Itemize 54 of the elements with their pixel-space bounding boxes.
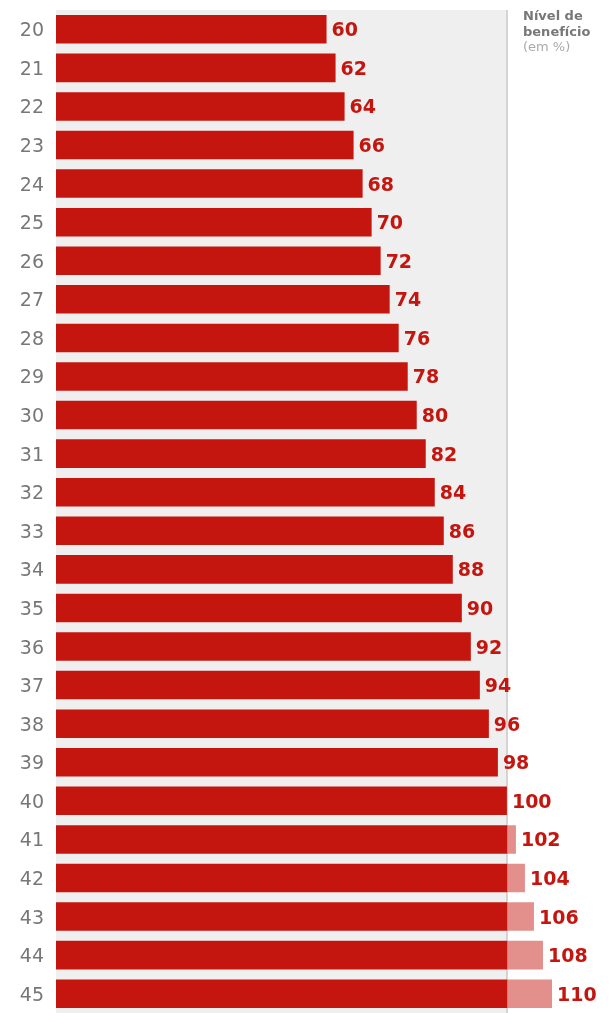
y-tick-label: 22: [19, 95, 44, 118]
y-tick-label: 40: [19, 789, 44, 812]
data-label: 76: [403, 326, 431, 349]
data-label: 88: [457, 558, 485, 581]
y-tick-label: 41: [19, 828, 44, 851]
data-label: 98: [502, 751, 530, 774]
text: (em %): [523, 39, 571, 54]
data-label: 96: [493, 712, 521, 735]
y-tick-label: 21: [19, 56, 44, 79]
data-label: 60: [331, 18, 358, 41]
data-label: 66: [358, 134, 386, 157]
data-label: 90: [466, 596, 494, 619]
y-tick-label: 23: [19, 134, 44, 157]
y-tick-label: 43: [19, 905, 44, 928]
data-label: 72: [385, 249, 413, 272]
y-tick-label: 37: [19, 674, 44, 697]
y-tick-label: 35: [19, 596, 44, 619]
y-tick-label: 29: [19, 365, 44, 388]
chart-title: Nível de benefício: [523, 7, 591, 39]
data-label: 64: [349, 95, 377, 118]
y-tick-label: 27: [19, 288, 44, 311]
data-label: 92: [475, 635, 503, 658]
data-label: 74: [394, 288, 422, 311]
data-label: 82: [430, 442, 458, 465]
data-label: 108: [547, 944, 588, 967]
data-label: 78: [412, 365, 440, 388]
y-tick-label: 30: [19, 404, 44, 427]
y-tick-label: 25: [19, 211, 44, 234]
y-tick-label: 20: [19, 18, 44, 41]
y-tick-label: 31: [19, 442, 44, 465]
data-label: 110: [557, 982, 597, 1005]
data-label: 62: [340, 56, 368, 79]
data-label: 106: [538, 905, 579, 928]
y-tick-label: 36: [19, 635, 44, 658]
data-label: 100: [511, 789, 552, 812]
y-tick-label: 45: [19, 982, 44, 1005]
y-tick-label: 42: [19, 866, 44, 889]
y-tick-label: 26: [19, 249, 44, 272]
y-tick-label: 34: [19, 558, 44, 581]
data-label: 80: [421, 404, 449, 427]
data-label: 70: [376, 211, 404, 234]
data-label: 102: [520, 828, 561, 851]
data-label: 94: [484, 674, 512, 697]
y-tick-label: 28: [19, 326, 44, 349]
y-tick-label: 44: [19, 944, 44, 967]
data-label: 84: [439, 481, 467, 504]
y-tick-label: 39: [19, 751, 44, 774]
y-tick-label: 24: [19, 172, 44, 195]
data-label: 86: [448, 519, 476, 542]
data-label: 104: [529, 866, 570, 889]
y-tick-label: 38: [19, 712, 44, 735]
data-label: 68: [367, 172, 395, 195]
y-tick-label: 33: [19, 519, 44, 542]
y-tick-label: 32: [19, 481, 44, 504]
